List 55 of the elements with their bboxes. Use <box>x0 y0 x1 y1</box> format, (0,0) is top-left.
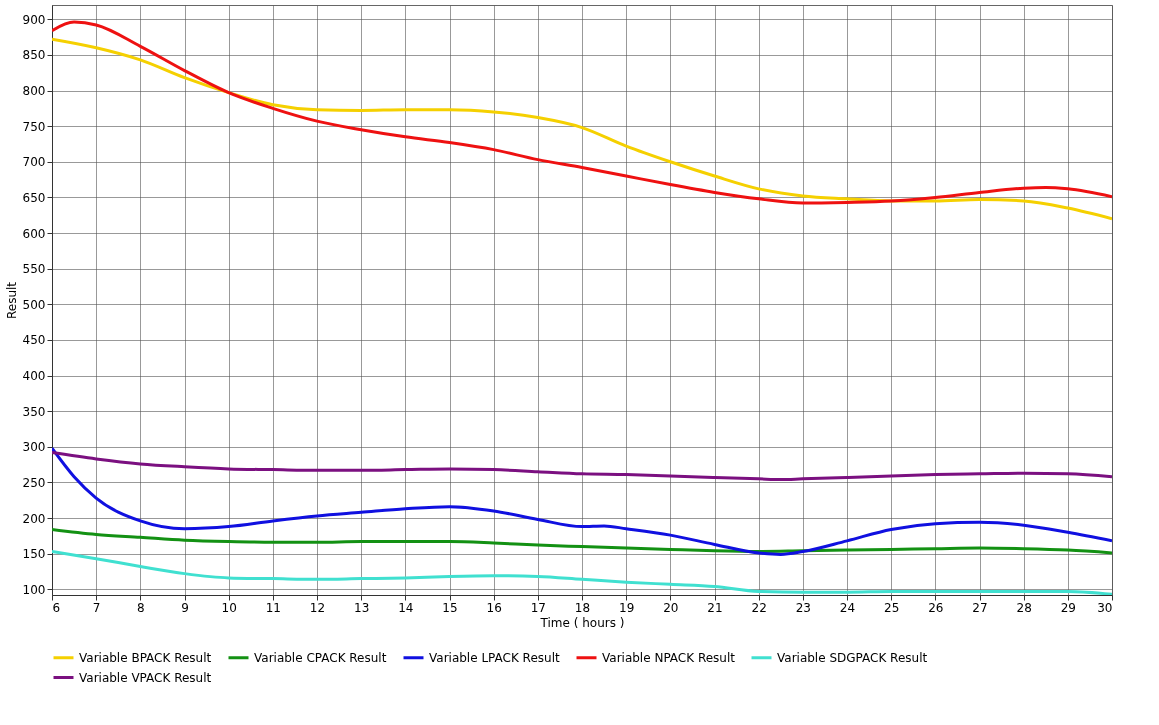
y-tick-label: 900 <box>22 12 46 27</box>
x-tick-label: 21 <box>707 600 723 615</box>
x-tick-label: 12 <box>309 600 326 615</box>
legend-label: Variable LPACK Result <box>429 650 560 665</box>
x-tick-label: 20 <box>663 600 679 615</box>
legend-label: Variable VPACK Result <box>79 670 212 685</box>
x-axis-title: Time ( hours ) <box>539 615 625 630</box>
x-tick-label: 15 <box>442 600 458 615</box>
x-tick-label: 18 <box>574 600 591 615</box>
x-tick-label: 13 <box>354 600 370 615</box>
x-tick-label: 24 <box>839 600 856 615</box>
y-tick-label: 850 <box>22 48 46 63</box>
y-tick-label: 100 <box>22 582 46 597</box>
x-tick-label: 6 <box>52 600 61 615</box>
y-tick-label: 250 <box>22 475 46 490</box>
x-tick-label: 11 <box>265 600 281 615</box>
x-tick-label: 28 <box>1016 600 1032 615</box>
x-tick-label: 16 <box>486 600 502 615</box>
line-series <box>52 450 1112 482</box>
y-axis-title: Result <box>4 281 19 320</box>
y-tick-label: 650 <box>22 190 46 205</box>
x-tick-label: 23 <box>795 600 811 615</box>
y-tick-label: 500 <box>22 297 46 312</box>
x-tick-label: 8 <box>137 600 145 615</box>
y-tick-label: 150 <box>22 547 46 562</box>
x-tick-label: 22 <box>751 600 767 615</box>
x-tick-label: 19 <box>619 600 635 615</box>
y-tick-label: 800 <box>22 84 46 99</box>
x-tick-label: 14 <box>398 600 414 615</box>
y-tick-label: 450 <box>22 333 46 348</box>
line-series <box>52 446 1112 556</box>
y-tick-label: 200 <box>22 511 46 526</box>
y-tick-label: 550 <box>22 262 46 277</box>
legend-label: Variable BPACK Result <box>79 650 212 665</box>
y-tick-label: 400 <box>22 369 46 384</box>
x-tick-label: 25 <box>884 600 900 615</box>
x-tick-label: 7 <box>92 600 101 615</box>
legend-label: Variable SDGPACK Result <box>777 650 928 665</box>
x-tick-label: 9 <box>181 600 189 615</box>
legend-label: Variable NPACK Result <box>602 650 736 665</box>
legend-label: Variable CPACK Result <box>254 650 387 665</box>
x-tick-label: 29 <box>1060 600 1076 615</box>
y-tick-label: 600 <box>22 226 46 241</box>
x-tick-label: 26 <box>928 600 944 615</box>
x-tick-label: 10 <box>221 600 237 615</box>
x-tick-label: 17 <box>530 600 546 615</box>
line-series <box>52 20 1112 205</box>
line-series <box>52 37 1112 221</box>
x-tick-label: 30 <box>1097 600 1113 615</box>
x-tick-label: 27 <box>972 600 988 615</box>
y-tick-label: 300 <box>22 440 46 455</box>
y-tick-label: 700 <box>22 155 46 170</box>
line-series <box>52 527 1112 555</box>
y-tick-label: 750 <box>22 119 46 134</box>
y-tick-label: 350 <box>22 404 46 419</box>
